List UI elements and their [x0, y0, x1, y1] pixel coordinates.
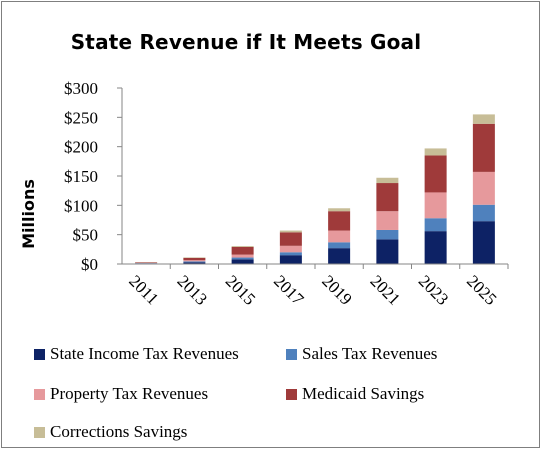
legend-swatch: [34, 388, 45, 400]
x-tick-label: 2023: [415, 271, 452, 308]
bar-segment: [231, 259, 254, 264]
bar-segment: [376, 229, 399, 240]
legend-label: Sales Tax Revenues: [302, 344, 438, 363]
bar-segment: [424, 218, 447, 232]
legend-swatch: [286, 348, 297, 360]
y-tick-label: $150: [64, 167, 98, 186]
legend-label: Property Tax Revenues: [50, 384, 209, 403]
bar-segment: [376, 239, 399, 264]
legend-item-corrections-savings: Corrections Savings: [34, 422, 187, 442]
legend-item-property-tax: Property Tax Revenues: [34, 384, 208, 404]
bar-segment: [376, 177, 399, 184]
bar-segment: [376, 183, 399, 212]
bar-segment: [231, 257, 254, 260]
legend-label: Corrections Savings: [50, 422, 188, 441]
bar-segment: [424, 192, 447, 219]
legend-label: Medicaid Savings: [302, 384, 425, 403]
y-tick-label: $300: [64, 79, 98, 98]
x-tick-label: 2013: [174, 271, 211, 308]
bar-segment: [183, 261, 206, 263]
y-tick-label: $0: [81, 255, 98, 274]
bar-segment: [328, 230, 351, 243]
bar-segment: [472, 171, 495, 205]
bar-segment: [183, 260, 206, 262]
x-tick-label: 2021: [367, 271, 404, 308]
bar-segment: [183, 262, 206, 264]
bar-segment: [328, 208, 351, 212]
legend-swatch: [286, 388, 297, 400]
x-tick-label: 2017: [270, 271, 308, 309]
y-axis-ticks: $0 $50 $100 $150 $200 $250 $300: [64, 79, 122, 274]
bar-segment: [135, 262, 158, 263]
y-tick-label: $50: [73, 226, 99, 245]
bar-segment: [328, 248, 351, 264]
bar-segment: [472, 204, 495, 222]
bar-segment: [231, 246, 254, 255]
legend-item-sales-tax: Sales Tax Revenues: [286, 344, 437, 364]
y-tick-label: $250: [64, 108, 98, 127]
bars-group: [135, 114, 495, 264]
bar-segment: [328, 211, 351, 231]
legend-item-medicaid-savings: Medicaid Savings: [286, 384, 424, 404]
bar-segment: [376, 211, 399, 230]
bar-segment: [231, 246, 254, 247]
y-axis-label: Millions: [19, 179, 38, 249]
bar-segment: [328, 242, 351, 249]
bar-segment: [472, 123, 495, 172]
bar-segment: [279, 232, 302, 246]
bar-segment: [424, 148, 447, 156]
bar-segment: [183, 257, 206, 261]
legend-label: State Income Tax Revenues: [50, 344, 239, 363]
legend-item-state-income-tax: State Income Tax Revenues: [34, 344, 239, 364]
bar-segment: [279, 255, 302, 264]
y-tick-label: $100: [64, 196, 98, 215]
x-tick-label: 2019: [318, 271, 355, 308]
legend-swatch: [34, 348, 45, 360]
chart-title: State Revenue if It Meets Goal: [70, 30, 422, 54]
bar-segment: [472, 221, 495, 264]
bar-segment: [279, 230, 302, 233]
x-tick-label: 2025: [463, 271, 500, 308]
bar-segment: [231, 254, 254, 258]
bar-segment: [424, 231, 447, 264]
x-tick-label: 2015: [222, 271, 259, 308]
x-tick-label: 2011: [125, 271, 162, 308]
y-tick-label: $200: [64, 138, 98, 157]
y-axis-label-group: Millions: [19, 179, 38, 249]
bar-segment: [279, 245, 302, 253]
bar-segment: [472, 114, 495, 124]
legend-swatch: [34, 426, 45, 438]
bar-segment: [424, 155, 447, 193]
bar-segment: [279, 252, 302, 256]
x-axis-ticks: 2011 2013 2015 2017 2019 2021 2023 2025: [125, 264, 509, 309]
